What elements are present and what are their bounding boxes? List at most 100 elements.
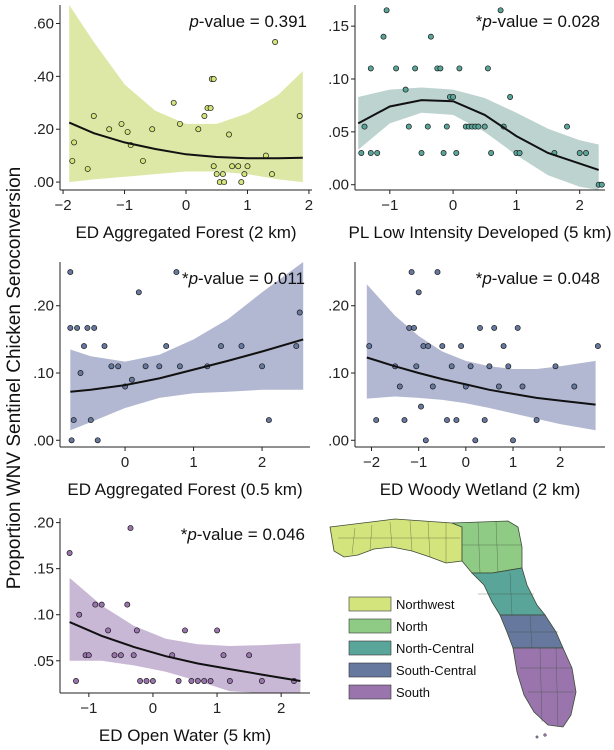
data-point — [71, 139, 78, 146]
data-point — [163, 343, 170, 350]
panel-south-open-water-5km: .05 .10 .15 .20 −1 0 1 2 *p-value = 0.046 ED Open… — [33, 515, 310, 745]
data-point — [408, 269, 415, 276]
map-region-north — [451, 520, 523, 574]
data-point — [214, 627, 221, 634]
data-point — [124, 128, 131, 135]
y-tick-label: .00 — [33, 432, 54, 449]
p-value-text: -value = 0.046 — [197, 525, 305, 544]
x-tick-label: −1 — [381, 197, 398, 214]
data-point — [396, 383, 403, 390]
data-point — [135, 289, 142, 296]
data-point — [406, 324, 413, 331]
y-tick-label: .20 — [33, 121, 54, 138]
data-point — [467, 363, 474, 370]
data-point — [130, 652, 137, 659]
x-axis-title: ED Open Water (5 km) — [99, 726, 271, 745]
data-point — [84, 165, 91, 172]
data-point — [516, 150, 523, 156]
data-point — [173, 269, 180, 276]
confidence-band — [358, 87, 599, 190]
data-point — [213, 171, 220, 178]
data-point — [69, 157, 76, 164]
y-tick-label: .15 — [33, 561, 54, 578]
data-point — [128, 376, 135, 383]
data-point — [453, 417, 460, 424]
x-tick-label: 2 — [277, 700, 285, 717]
x-tick-label: 0 — [462, 454, 470, 471]
data-point — [373, 417, 380, 424]
data-point — [220, 652, 227, 659]
trend-line — [357, 99, 600, 171]
confidence-band — [69, 577, 301, 693]
data-point — [571, 383, 578, 390]
data-point — [207, 105, 214, 112]
data-point — [238, 179, 245, 186]
trend-line — [70, 338, 304, 393]
x-tick-label: 2 — [556, 454, 564, 471]
data-point — [74, 324, 81, 331]
data-point — [422, 437, 429, 444]
trend-line — [69, 621, 301, 682]
data-point — [472, 437, 479, 444]
p-value-text: -value = 0.028 — [492, 12, 600, 31]
legend-swatch — [348, 684, 392, 700]
y-tick-label: .60 — [33, 16, 54, 33]
y-tick-label: .10 — [328, 365, 349, 382]
data-point — [70, 417, 77, 424]
data-point — [244, 163, 251, 170]
data-point — [118, 120, 125, 127]
p-value-p: p — [481, 12, 491, 31]
y-tick-label: .00 — [33, 174, 54, 191]
x-tick-label: 1 — [189, 454, 197, 471]
p-value-p: p — [481, 269, 491, 288]
data-point — [444, 417, 450, 424]
x-tick-label: −1 — [80, 700, 97, 717]
x-tick-label: 2 — [305, 197, 313, 214]
data-point — [296, 309, 303, 316]
p-value-annotation: *p-value = 0.028 — [476, 12, 600, 31]
data-point — [124, 601, 131, 608]
data-point — [105, 627, 112, 634]
data-point — [137, 678, 144, 684]
y-tick-label: .40 — [33, 68, 54, 85]
data-point — [424, 123, 431, 130]
p-value-star: * — [182, 269, 189, 288]
data-point — [101, 343, 108, 350]
x-tick-label: −2 — [55, 197, 72, 214]
data-point — [514, 324, 521, 331]
data-point — [91, 324, 98, 331]
data-point — [149, 126, 156, 133]
data-point — [413, 363, 420, 370]
confidence-band — [70, 262, 304, 431]
data-point — [238, 343, 245, 350]
data-point — [434, 269, 441, 276]
map-region-northwest — [329, 518, 463, 564]
x-tick-label: 2 — [258, 454, 266, 471]
data-point — [67, 324, 74, 331]
p-value-annotation: *p-value = 0.011 — [182, 269, 305, 288]
p-value-text: -value = 0.391 — [199, 12, 307, 31]
data-point — [401, 417, 408, 424]
data-point — [140, 157, 146, 164]
data-point — [598, 181, 605, 188]
data-point — [486, 363, 493, 370]
data-point — [484, 65, 491, 72]
data-point — [77, 370, 84, 376]
data-point — [182, 627, 188, 634]
data-point — [188, 678, 195, 684]
x-tick-label: −1 — [410, 454, 427, 471]
data-point — [374, 150, 381, 156]
data-point — [429, 383, 436, 390]
data-point — [367, 65, 374, 72]
trend-line — [68, 121, 303, 160]
y-tick-label: .05 — [328, 124, 349, 141]
data-point — [195, 126, 202, 133]
legend-label: South-Central — [396, 663, 476, 678]
data-point — [229, 163, 236, 170]
p-value-p: p — [188, 269, 198, 288]
data-point — [259, 363, 266, 370]
data-point — [448, 363, 455, 370]
x-tick-label: 0 — [121, 454, 129, 471]
map-region-north-central — [471, 567, 546, 616]
